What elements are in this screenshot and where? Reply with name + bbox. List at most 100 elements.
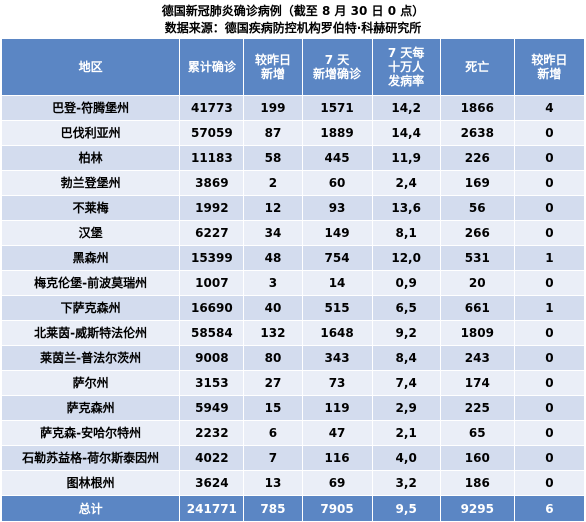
cell-new-7day: 445 (301, 145, 373, 171)
header-deaths-new: 较昨日 新增 (513, 38, 586, 96)
cell-deaths: 531 (439, 245, 515, 271)
cell-deaths: 65 (439, 420, 515, 446)
header-region: 地区 (0, 38, 181, 96)
cell-cumulative: 57059 (179, 120, 245, 146)
cell-deaths: 56 (439, 195, 515, 221)
cell-deaths-new: 0 (513, 145, 586, 171)
cell-deaths: 266 (439, 220, 515, 246)
cell-region: 巴伐利亚州 (0, 120, 181, 146)
cell-cumulative: 6227 (179, 220, 245, 246)
table-row: 不莱梅 1992 12 93 13,6 56 0 (0, 195, 586, 221)
table-row: 巴伐利亚州 57059 87 1889 14,4 2638 0 (0, 120, 586, 146)
cell-deaths-new: 0 (513, 420, 586, 446)
cell-deaths-new: 0 (513, 345, 586, 371)
cell-new-7day: 14 (301, 270, 373, 296)
header-cumulative: 累计确诊 (179, 38, 245, 96)
cell-deaths-new: 0 (513, 195, 586, 221)
table-row: 黑森州 15399 48 754 12,0 531 1 (0, 245, 586, 271)
total-incidence: 9,5 (371, 495, 441, 522)
table-row: 汉堡 6227 34 149 8,1 266 0 (0, 220, 586, 246)
cell-deaths: 186 (439, 470, 515, 496)
cell-region: 下萨克森州 (0, 295, 181, 321)
cell-new-7day: 1889 (301, 120, 373, 146)
table-row: 勃兰登堡州 3869 2 60 2,4 169 0 (0, 170, 586, 196)
cell-cumulative: 2232 (179, 420, 245, 446)
table-row: 北莱茵-威斯特法伦州 58584 132 1648 9,2 1809 0 (0, 320, 586, 346)
cell-new-7day: 69 (301, 470, 373, 496)
cell-region: 柏林 (0, 145, 181, 171)
total-deaths: 9295 (439, 495, 515, 522)
cell-new-7day: 149 (301, 220, 373, 246)
cell-region: 北莱茵-威斯特法伦州 (0, 320, 181, 346)
cell-incidence: 2,1 (371, 420, 441, 446)
cell-deaths-new: 0 (513, 170, 586, 196)
cell-new: 27 (243, 370, 303, 396)
cell-deaths: 20 (439, 270, 515, 296)
cell-deaths-new: 0 (513, 320, 586, 346)
table-row: 石勒苏益格-荷尔斯泰因州 4022 7 116 4,0 160 0 (0, 445, 586, 471)
cell-new-7day: 60 (301, 170, 373, 196)
total-new-7day: 7905 (301, 495, 373, 522)
cell-incidence: 2,9 (371, 395, 441, 421)
table-row: 萨尔州 3153 27 73 7,4 174 0 (0, 370, 586, 396)
cell-new-7day: 343 (301, 345, 373, 371)
cell-cumulative: 3624 (179, 470, 245, 496)
cell-incidence: 12,0 (371, 245, 441, 271)
header-line: 发病率 (388, 74, 425, 88)
cell-new-7day: 93 (301, 195, 373, 221)
cell-deaths: 169 (439, 170, 515, 196)
table-body: 巴登-符腾堡州 41773 199 1571 14,2 1866 4 巴伐利亚州 57059 87… (0, 95, 586, 496)
cell-new-7day: 754 (301, 245, 373, 271)
cell-cumulative: 16690 (179, 295, 245, 321)
cell-new: 2 (243, 170, 303, 196)
cell-region: 萨尔州 (0, 370, 181, 396)
table-row: 莱茵兰-普法尔茨州 9008 80 343 8,4 243 0 (0, 345, 586, 371)
table-row: 图林根州 3624 13 69 3,2 186 0 (0, 470, 586, 496)
table-header-row: 地区 累计确诊 较昨日 新增 7 天 新增确诊 7 天每 十万人 发病率 死亡 … (0, 38, 586, 96)
cell-new: 3 (243, 270, 303, 296)
cell-region: 萨克森-安哈尔特州 (0, 420, 181, 446)
cell-new: 199 (243, 95, 303, 121)
cell-deaths-new: 1 (513, 245, 586, 271)
cell-deaths: 243 (439, 345, 515, 371)
cell-cumulative: 1992 (179, 195, 245, 221)
cell-deaths: 226 (439, 145, 515, 171)
header-incidence-7day: 7 天每 十万人 发病率 (371, 38, 441, 96)
cell-new: 13 (243, 470, 303, 496)
cell-incidence: 9,2 (371, 320, 441, 346)
data-source: 数据来源：德国疾病防控机构罗伯特·科赫研究所 (164, 21, 422, 35)
header-new-7day: 7 天 新增确诊 (301, 38, 373, 96)
cell-new: 12 (243, 195, 303, 221)
total-deaths-new: 6 (513, 495, 586, 522)
cell-new-7day: 116 (301, 445, 373, 471)
cell-cumulative: 3869 (179, 170, 245, 196)
cell-incidence: 0,9 (371, 270, 441, 296)
cell-new: 132 (243, 320, 303, 346)
cell-new-7day: 47 (301, 420, 373, 446)
cell-incidence: 13,6 (371, 195, 441, 221)
cell-deaths-new: 0 (513, 445, 586, 471)
cell-cumulative: 41773 (179, 95, 245, 121)
cell-incidence: 11,9 (371, 145, 441, 171)
cell-new: 6 (243, 420, 303, 446)
cell-incidence: 14,2 (371, 95, 441, 121)
covid-cases-table: 地区 累计确诊 较昨日 新增 7 天 新增确诊 7 天每 十万人 发病率 死亡 … (0, 38, 586, 522)
header-line: 十万人 (388, 60, 425, 74)
cell-cumulative: 9008 (179, 345, 245, 371)
cell-cumulative: 1007 (179, 270, 245, 296)
table-row: 柏林 11183 58 445 11,9 226 0 (0, 145, 586, 171)
cell-new: 34 (243, 220, 303, 246)
cell-deaths: 174 (439, 370, 515, 396)
cell-new: 15 (243, 395, 303, 421)
header-line: 新增确诊 (313, 67, 362, 81)
cell-new: 58 (243, 145, 303, 171)
table-row: 萨克森-安哈尔特州 2232 6 47 2,1 65 0 (0, 420, 586, 446)
cell-deaths-new: 0 (513, 220, 586, 246)
cell-cumulative: 3153 (179, 370, 245, 396)
cell-region: 图林根州 (0, 470, 181, 496)
cell-deaths: 160 (439, 445, 515, 471)
cell-region: 萨克森州 (0, 395, 181, 421)
cell-region: 巴登-符腾堡州 (0, 95, 181, 121)
cell-new-7day: 73 (301, 370, 373, 396)
cell-cumulative: 4022 (179, 445, 245, 471)
